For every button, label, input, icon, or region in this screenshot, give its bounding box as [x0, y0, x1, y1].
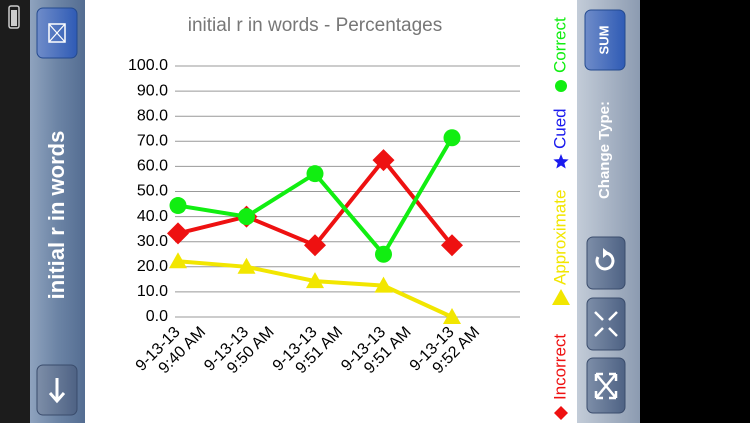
- shrink-icon: [594, 311, 618, 337]
- y-tick-label: 50.0: [137, 183, 168, 200]
- data-point: [237, 257, 256, 274]
- y-tick-label: 90.0: [137, 82, 168, 99]
- change-type-label: Change Type:: [596, 101, 613, 199]
- side-title: initial r in words: [44, 131, 69, 300]
- y-tick-label: 40.0: [137, 208, 168, 225]
- y-tick-label: 0.0: [146, 308, 168, 325]
- legend-marker: [554, 406, 568, 420]
- y-tick-label: 20.0: [137, 258, 168, 275]
- legend-label: Cued: [550, 108, 569, 149]
- sum-label: SUM: [596, 26, 611, 55]
- shrink-button[interactable]: [586, 297, 626, 351]
- data-point: [374, 276, 393, 293]
- data-point: [441, 234, 463, 257]
- data-point: [443, 308, 461, 324]
- status-bar: [0, 0, 30, 423]
- data-point: [169, 252, 187, 269]
- data-point: [306, 165, 324, 183]
- legend-label: Correct: [550, 17, 569, 73]
- data-point: [167, 222, 189, 245]
- legend-marker: [555, 80, 567, 92]
- down-arrow: [48, 378, 66, 404]
- email-icon: [48, 23, 66, 43]
- y-tick-label: 60.0: [137, 158, 168, 175]
- data-point: [443, 129, 461, 147]
- refresh-icon-head: [603, 248, 609, 258]
- y-tick-label: 70.0: [137, 133, 168, 150]
- sum-button[interactable]: [584, 9, 626, 71]
- legend-marker: [553, 154, 569, 169]
- battery-icon: [8, 5, 20, 29]
- data-point: [238, 208, 255, 226]
- y-tick-label: 30.0: [137, 233, 168, 250]
- data-point: [306, 272, 324, 289]
- data-point: [372, 149, 395, 172]
- refresh-button[interactable]: [586, 236, 626, 290]
- legend-marker: [552, 289, 570, 305]
- data-point: [169, 197, 187, 215]
- chart-area: [85, 0, 577, 423]
- data-point: [375, 245, 392, 263]
- legend-label: Approximate: [550, 190, 569, 285]
- data-point: [304, 234, 326, 257]
- legend-label: Incorrect: [550, 334, 569, 400]
- y-tick-label: 10.0: [137, 283, 168, 300]
- y-tick-label: 100.0: [128, 57, 168, 74]
- chart-title: initial r in words - Percentages: [188, 15, 443, 36]
- expand-icon: [594, 372, 618, 400]
- left-panel: [30, 0, 85, 423]
- y-tick-label: 80.0: [137, 107, 168, 124]
- battery-level: [11, 10, 17, 26]
- email-icon-cross: [48, 23, 66, 43]
- refresh-icon: [595, 251, 615, 271]
- legend: Incorrect Approximate Cued Correct: [550, 17, 570, 420]
